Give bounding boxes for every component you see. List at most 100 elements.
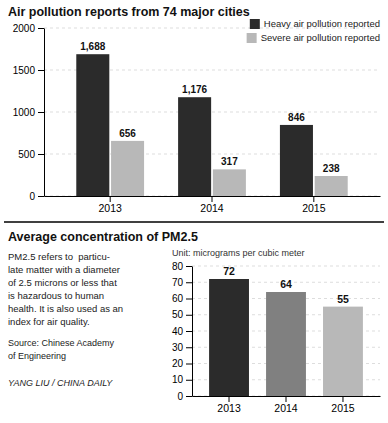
data-label: 846 <box>288 112 305 123</box>
bar <box>111 141 144 196</box>
tick-label: 40 <box>172 326 184 337</box>
tick-mark <box>38 112 44 113</box>
tick-mark <box>186 299 192 300</box>
annotation-line: PM2.5 refers to particu- <box>8 251 110 262</box>
grid <box>192 266 380 396</box>
tick-mark <box>186 347 192 348</box>
tick: 30 <box>172 342 192 353</box>
y-axis: 01020304050607080 <box>172 261 193 402</box>
tick: 80 <box>172 261 192 272</box>
tick-label: 0 <box>177 391 183 402</box>
annotation-line: of Engineering <box>8 351 66 361</box>
tick: 2013 <box>217 396 241 414</box>
tick: 20 <box>172 358 192 369</box>
bar <box>315 176 348 196</box>
tick-label: 2013 <box>99 202 123 214</box>
legend-item: Severe air pollution reported <box>247 32 380 43</box>
tick-label: 60 <box>172 293 184 304</box>
x-axis: 2013 2014 2015 <box>193 396 381 414</box>
data-label: 64 <box>280 278 292 290</box>
annotation-line: health. It is also used as an <box>8 303 123 314</box>
title: Average concentration of PM2.5 <box>8 230 198 244</box>
annotation-line: index for air quality. <box>8 316 90 327</box>
tick-mark <box>286 396 287 402</box>
divider <box>4 221 384 223</box>
tick: 40 <box>172 326 192 337</box>
tick-mark <box>38 70 44 71</box>
tick: 1000 <box>13 107 44 118</box>
tick-label: 2014 <box>200 202 224 214</box>
tick-mark <box>110 196 111 202</box>
tick-mark <box>186 364 192 365</box>
data-label: 1,176 <box>182 84 207 95</box>
tick: 0 <box>177 391 192 402</box>
tick-label: 20 <box>172 358 184 369</box>
chart: Air pollution reports from 74 major citi… <box>8 5 381 214</box>
legend-label: Severe air pollution reported <box>261 32 380 43</box>
marks <box>76 54 347 196</box>
grid <box>44 28 380 196</box>
data-label: 1,688 <box>80 41 105 52</box>
tick: 70 <box>172 277 192 288</box>
tick-label: 1500 <box>13 65 36 76</box>
tick-mark <box>186 315 192 316</box>
bar <box>209 279 249 396</box>
data-label: 72 <box>223 265 235 277</box>
tick-mark <box>342 396 343 402</box>
data-label: 55 <box>337 293 349 305</box>
tick-mark <box>212 196 213 202</box>
bar <box>76 54 109 196</box>
tick: 2013 <box>99 196 123 214</box>
legend-label: Heavy air pollution reported <box>264 18 380 29</box>
annotation: Source: Chinese Academy of Engineering <box>8 338 115 361</box>
tick-label: 2015 <box>302 202 326 214</box>
tick: 2014 <box>200 196 224 214</box>
tick-mark <box>186 380 192 381</box>
tick-mark <box>313 196 314 202</box>
unit-label: Unit: micrograms per cubic meter <box>172 248 305 258</box>
legend-swatch <box>250 19 260 29</box>
annotation-line: of 2.5 microns or less that <box>8 277 117 288</box>
annotation-line: YANG LIU / CHINA DAILY <box>8 378 113 388</box>
annotation-line: is hazardous to human <box>8 290 104 301</box>
axis-line <box>44 29 45 197</box>
bar <box>213 169 246 196</box>
marks <box>209 279 363 396</box>
annotation-line: Source: Chinese Academy <box>8 338 115 348</box>
annotations: PM2.5 refers to particu-late matter with… <box>8 251 123 388</box>
tick: 0 <box>29 191 44 202</box>
annotation: YANG LIU / CHINA DAILY <box>8 378 113 388</box>
tick-mark <box>186 282 192 283</box>
tick-mark <box>38 28 44 29</box>
tick-label: 50 <box>172 309 184 320</box>
tick-label: 70 <box>172 277 184 288</box>
legend: Heavy air pollution reported Severe air p… <box>247 18 380 43</box>
tick: 2000 <box>13 23 44 34</box>
tick-label: 1000 <box>13 107 36 118</box>
annotation-line: late matter with a diameter <box>8 264 120 275</box>
data-label: 317 <box>221 156 238 167</box>
data-labels: 72 64 55 <box>223 265 349 305</box>
tick-label: 2000 <box>13 23 36 34</box>
legend-swatch <box>247 33 257 43</box>
tick-label: 30 <box>172 342 184 353</box>
tick-label: 0 <box>29 191 35 202</box>
tick-mark <box>186 396 192 397</box>
tick-mark <box>38 196 44 197</box>
bar <box>266 292 306 396</box>
tick-mark <box>186 266 192 267</box>
tick-label: 2014 <box>274 402 298 414</box>
chart: Average concentration of PM2.5 Unit: micr… <box>8 230 381 414</box>
tick: 2015 <box>302 196 326 214</box>
x-axis: 2013 2014 2015 <box>45 196 381 214</box>
legend-item: Heavy air pollution reported <box>250 18 380 29</box>
tick-mark <box>186 331 192 332</box>
tick-mark <box>229 396 230 402</box>
data-labels: 1,6881,176846656317238 <box>80 41 340 174</box>
data-label: 238 <box>323 163 340 174</box>
bar <box>323 307 363 396</box>
tick-label: 2015 <box>331 402 355 414</box>
tick: 60 <box>172 293 192 304</box>
tick: 2014 <box>274 396 298 414</box>
bar <box>178 97 211 196</box>
